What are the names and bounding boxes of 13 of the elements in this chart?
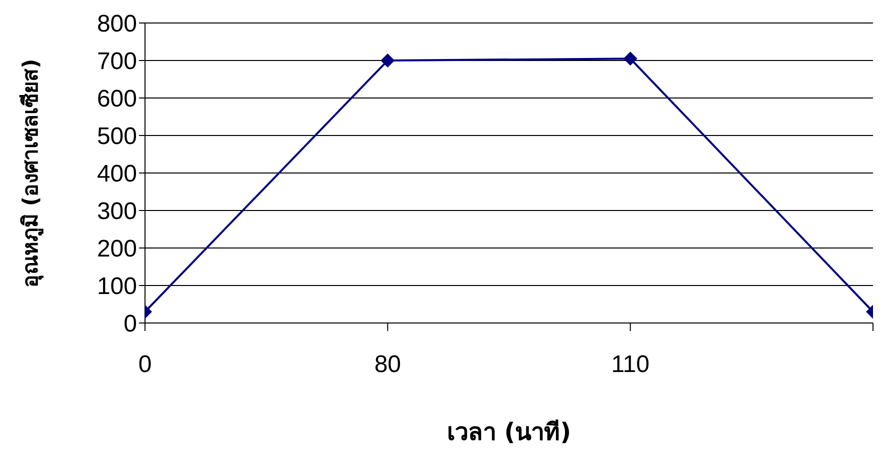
y-axis-title: อุณหภูมิ (องศาเซลเซียส) <box>18 58 44 288</box>
y-tick-label: 300 <box>96 198 137 226</box>
x-tick-label: 80 <box>374 351 402 378</box>
y-tick-label: 700 <box>96 48 137 76</box>
y-tick-label: 200 <box>96 236 137 263</box>
y-tick-label: 400 <box>96 160 137 188</box>
x-axis-title: เวลา (นาที) <box>446 418 572 446</box>
y-tick-label: 800 <box>96 10 137 38</box>
x-tick-label: 110 <box>611 351 650 378</box>
y-tick-label: 100 <box>96 273 137 300</box>
y-tick-label: 600 <box>96 86 137 113</box>
y-tick-label: 500 <box>96 123 137 150</box>
y-tick-label: 0 <box>124 310 137 338</box>
